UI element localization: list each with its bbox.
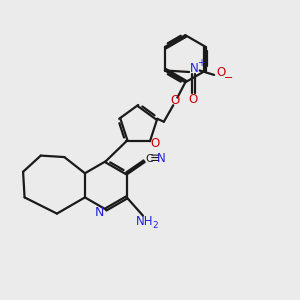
Text: N: N: [95, 206, 104, 219]
Text: 2: 2: [152, 220, 158, 230]
Text: ≡: ≡: [150, 152, 160, 165]
Text: O: O: [151, 137, 160, 150]
Text: NH: NH: [136, 215, 153, 228]
Text: C: C: [145, 154, 153, 164]
Text: −: −: [224, 74, 233, 83]
Text: N: N: [190, 62, 199, 75]
Text: N: N: [157, 152, 166, 165]
Text: +: +: [197, 58, 206, 68]
Text: O: O: [189, 93, 198, 106]
Text: O: O: [170, 94, 180, 107]
Text: O: O: [216, 66, 225, 79]
